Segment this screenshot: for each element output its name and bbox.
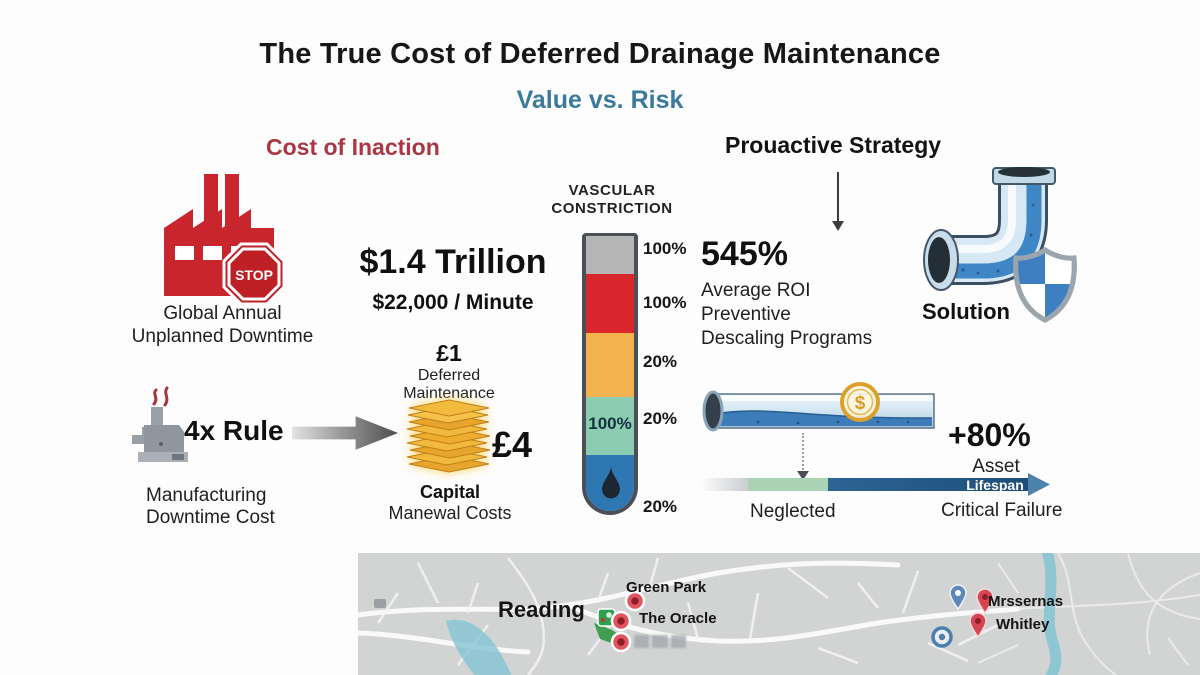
ratio-caption-line1: Capital bbox=[419, 482, 480, 502]
coin-stack-icon bbox=[406, 399, 491, 473]
coin-dollar-symbol: $ bbox=[855, 393, 866, 414]
map-pin-green-park bbox=[624, 590, 646, 612]
timeline-left-label: Neglected bbox=[750, 501, 836, 522]
map-label-green-park: Green Park bbox=[626, 579, 707, 596]
tube-tick-label: 100% bbox=[643, 239, 687, 258]
dollar-coin-icon: $ bbox=[840, 382, 880, 422]
rule-4x-caption-line2: Downtime Cost bbox=[146, 507, 275, 528]
map: Reading Green Park The Oracle Mrssernas … bbox=[358, 553, 1200, 675]
timeline-segment-gray bbox=[700, 478, 748, 491]
rule-4x-caption-line1: Manufacturing bbox=[146, 485, 267, 506]
map-pin-blue-teardrop bbox=[949, 584, 967, 611]
down-arrow-line bbox=[837, 172, 839, 222]
map-marker-blue-circle bbox=[931, 626, 953, 648]
map-road-badge bbox=[374, 599, 386, 608]
map-pin-mrssernas bbox=[976, 588, 994, 615]
map-pin-whitley bbox=[969, 612, 987, 639]
tube-tick-label: 20% bbox=[643, 409, 678, 428]
map-label-oracle: The Oracle bbox=[639, 610, 717, 627]
ratio-caption-line2: Manewal Costs bbox=[388, 503, 512, 523]
timeline-segment-navy bbox=[828, 478, 1028, 491]
furnace-icon bbox=[132, 386, 188, 462]
map-label-mrssernas: Mrssernas bbox=[988, 593, 1064, 610]
test-tube-gauge bbox=[582, 233, 638, 515]
page-title: The True Cost of Deferred Drainage Maint… bbox=[259, 38, 941, 70]
roi-stat: 545% bbox=[701, 235, 788, 273]
downtime-caption-line1: Global Annual bbox=[163, 303, 282, 324]
ratio-denominator: £4 bbox=[492, 424, 533, 465]
ratio-numerator-line1: Deferred bbox=[417, 367, 481, 384]
downtime-rate-stat: $22,000 / Minute bbox=[372, 291, 534, 314]
tube-segment-gray bbox=[586, 236, 634, 274]
downtime-caption-line2: Unplanned Downtime bbox=[131, 326, 314, 347]
map-pin-south bbox=[610, 631, 632, 653]
solution-label: Solution bbox=[922, 299, 1010, 324]
map-pin-oracle bbox=[610, 610, 632, 632]
stop-sign-label: STOP bbox=[235, 267, 273, 283]
tube-tick-label: 20% bbox=[643, 497, 678, 516]
tube-segment-red bbox=[586, 274, 634, 333]
pipe-elbow-icon bbox=[923, 167, 1056, 291]
timeline-segment-green bbox=[748, 478, 828, 491]
rule-4x-stat: 4x Rule bbox=[184, 415, 284, 446]
lifespan-asset-label: Asset bbox=[972, 456, 1020, 477]
downtime-cost-stat: $1.4 Trillion bbox=[359, 243, 547, 281]
roi-line3: Descaling Programs bbox=[701, 328, 873, 349]
map-buildings-smudge bbox=[634, 635, 686, 648]
droplet-icon bbox=[602, 466, 620, 499]
page-subtitle: Value vs. Risk bbox=[516, 86, 684, 114]
roi-line1: Average ROI bbox=[701, 280, 811, 301]
map-label-whitley: Whitley bbox=[996, 616, 1050, 633]
ratio-numerator-line2: Maintenance bbox=[403, 385, 495, 402]
gauge-title-line2: CONSTRICTION bbox=[551, 200, 673, 217]
down-arrow-head bbox=[832, 221, 844, 231]
timeline-arrow-label: Lifespan bbox=[966, 477, 1024, 493]
dotted-arrow-line bbox=[802, 433, 804, 473]
shield-icon bbox=[1013, 246, 1077, 323]
lifespan-stat: +80% bbox=[948, 417, 1031, 453]
dotted-arrow-head bbox=[797, 471, 809, 480]
stop-sign-icon: STOP bbox=[222, 242, 286, 306]
tube-segment-teal bbox=[586, 397, 634, 455]
section-header-proactive-strategy: Prouactive Strategy bbox=[725, 132, 942, 158]
tube-tick-label: 20% bbox=[643, 352, 678, 371]
gauge-title-line1: VASCULAR bbox=[568, 182, 656, 199]
map-lake bbox=[446, 619, 512, 675]
ratio-numerator: £1 bbox=[436, 340, 462, 366]
pipe-horizontal-icon bbox=[702, 390, 935, 432]
tube-segment-amber bbox=[586, 333, 634, 397]
section-header-cost-of-inaction: Cost of Inaction bbox=[266, 134, 440, 160]
roi-line2: Preventive bbox=[701, 304, 791, 325]
right-arrow-icon bbox=[292, 416, 398, 450]
map-city-label: Reading bbox=[498, 597, 585, 622]
tube-inner-label: 100% bbox=[588, 414, 632, 433]
map-river bbox=[1041, 553, 1062, 675]
map-roads bbox=[358, 553, 1200, 675]
timeline-right-label: Critical Failure bbox=[941, 500, 1063, 521]
tube-tick-label: 100% bbox=[643, 293, 687, 312]
